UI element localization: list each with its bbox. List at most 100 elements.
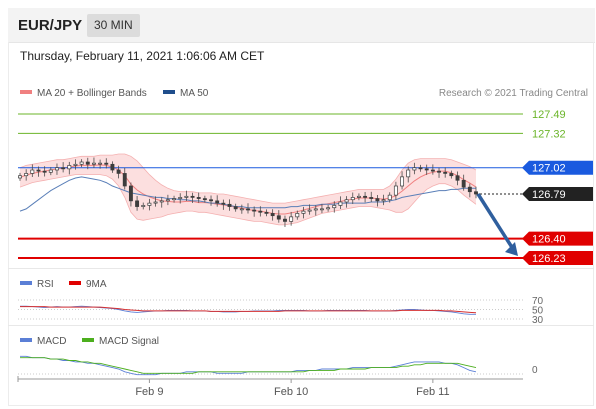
candle [172,195,177,203]
candle-body [48,169,53,173]
forecast-arrow-shaft [476,193,515,250]
candle-body [332,205,337,209]
bollinger-lower-line [19,174,477,226]
candle-body [61,167,66,170]
candle-body [307,209,312,212]
candle-body [369,197,374,199]
x-tick-label: Feb 9 [135,386,163,398]
candle [24,169,29,181]
candle-body [430,169,435,172]
candle [30,164,35,177]
macd-swatch-icon [20,338,32,343]
candle-body [338,201,343,206]
candle-body [178,197,183,199]
candle-body [42,170,47,173]
candle-body [18,175,22,179]
candle-body [289,216,294,222]
candle [338,196,343,209]
candle-body [461,179,466,188]
legend-9ma: 9MA [69,279,107,290]
candle [474,186,478,199]
macd-signal-line [20,357,477,374]
candle [467,183,472,198]
candle-body [202,198,207,201]
candle [91,157,96,168]
candle-body [326,207,331,210]
candle [406,166,411,183]
candle [79,159,84,168]
level-label-127.32: 127.32 [532,128,566,140]
candle [246,203,250,214]
candle [98,159,103,169]
candle-body [449,173,454,177]
candle [42,166,47,177]
candle [122,167,127,190]
legend-rsi-label: RSI [37,279,54,290]
candle-body [184,195,189,198]
candle-body [474,191,478,195]
candle-body [104,162,109,165]
symbol-title: EUR/JPY [18,17,83,34]
candle [116,165,121,179]
candle [202,195,207,203]
candle-body [30,169,35,174]
candle-body [209,199,213,202]
candle-body [128,185,133,202]
legend-macd-signal: MACD Signal [82,336,159,347]
candle [196,192,201,203]
candle-body [73,163,78,166]
rsi-tick-30: 30 [532,315,544,326]
candle-body [258,210,263,213]
candle [135,195,140,211]
candle-body [196,197,201,199]
legend-ma50: MA 50 [163,88,208,99]
chart-frame [8,42,594,406]
rsi-tick-70: 70 [532,296,544,307]
candle-body [375,198,380,202]
candle [215,195,220,207]
candle-body [400,176,405,187]
macd-tick-0: 0 [532,365,538,376]
candle [301,206,306,219]
candle [437,167,441,178]
candle [332,201,337,213]
candle-body [91,162,96,165]
candle [104,158,109,169]
candle [381,194,386,206]
candle-body [221,202,226,205]
chart-header: EUR/JPY 30 MIN [8,8,595,43]
legend-macd: MACD [20,336,66,347]
candle [239,204,244,214]
candle-body [295,213,300,218]
candle-body [387,194,392,201]
level-tag-126.23 [522,251,593,265]
candle-body [301,210,306,214]
candle-body [313,208,318,211]
candle-body [239,208,244,211]
candle-body [418,167,423,170]
candle [283,215,287,228]
candle-body [190,195,195,198]
candle [313,205,318,216]
candle [141,202,146,210]
candle [264,209,269,217]
ma50-swatch-icon [163,90,175,95]
candle-body [135,200,140,207]
candle [153,196,158,207]
candle-body [381,199,386,202]
candle-body [36,169,41,172]
candle [233,203,238,212]
candle [400,171,405,190]
candle-body [116,169,121,174]
interval-button[interactable]: 30 MIN [87,14,140,37]
candle-body [122,173,127,187]
panel-separator [8,268,594,269]
candle [461,174,466,191]
legend-bollinger-label: MA 20 + Bollinger Bands [37,88,147,99]
candle-body [159,200,164,203]
candle-body [276,215,281,220]
candle [227,199,232,211]
candle [55,163,59,175]
candle [455,171,460,186]
